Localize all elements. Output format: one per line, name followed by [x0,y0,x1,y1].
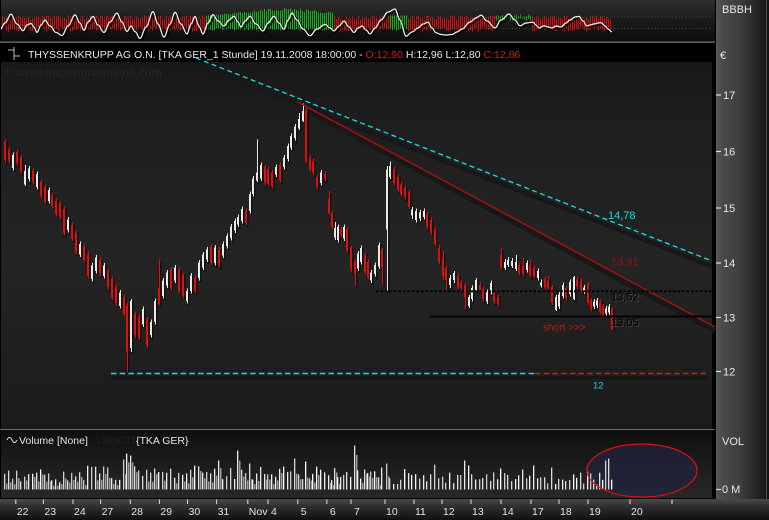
svg-text:4: 4 [271,506,277,518]
svg-text:13: 13 [472,506,484,518]
svg-text:13: 13 [723,313,735,325]
svg-text:© www.tradesignalonline.com: © www.tradesignalonline.com [4,66,162,80]
svg-text:10: 10 [386,506,398,518]
svg-text:short >>>: short >>> [543,323,586,334]
svg-text:7: 7 [354,506,360,518]
svg-text:13,52: 13,52 [612,293,640,305]
svg-text:12: 12 [723,367,735,379]
svg-text:12: 12 [593,381,604,392]
svg-text:27: 27 [102,506,114,518]
svg-text:18: 18 [560,506,572,518]
svg-text:31: 31 [218,506,230,518]
svg-text:23: 23 [44,506,56,518]
svg-text:VOL: VOL [722,436,744,448]
svg-text:15: 15 [723,203,735,215]
svg-text:24: 24 [74,506,86,518]
svg-text:16: 16 [723,147,735,159]
svg-text:1289037: 1289037 [95,435,136,447]
svg-text:{TKA GER}: {TKA GER} [136,435,189,447]
svg-text:13,52: 13,52 [611,292,639,304]
svg-text:14: 14 [502,506,514,518]
svg-text:5: 5 [301,506,307,518]
svg-text:0 M: 0 M [722,484,740,496]
svg-text:29: 29 [160,506,172,518]
svg-text:Nov: Nov [249,506,268,518]
svg-text:13,05: 13,05 [612,318,640,330]
svg-text:12: 12 [443,506,455,518]
svg-text:11: 11 [415,506,426,518]
svg-text:13,05: 13,05 [611,317,639,329]
svg-text:14: 14 [723,258,735,270]
svg-text:17: 17 [532,506,544,518]
svg-text:THYSSENKRUPP AG O.N. [TKA GER_: THYSSENKRUPP AG O.N. [TKA GER_1 Stunde] … [28,49,520,61]
svg-text:6: 6 [330,506,336,518]
svg-text:BBBH: BBBH [722,4,752,16]
svg-text:28: 28 [131,506,143,518]
svg-text:30: 30 [189,506,201,518]
svg-text:14,78: 14,78 [608,210,636,222]
svg-text:Volume [None]: Volume [None] [19,435,88,447]
svg-text:20: 20 [631,506,643,518]
svg-text:€: € [720,50,726,62]
svg-text:22: 22 [17,506,29,518]
svg-text:13,91: 13,91 [611,257,639,269]
svg-text:17: 17 [723,90,735,102]
svg-text:19: 19 [589,506,601,518]
